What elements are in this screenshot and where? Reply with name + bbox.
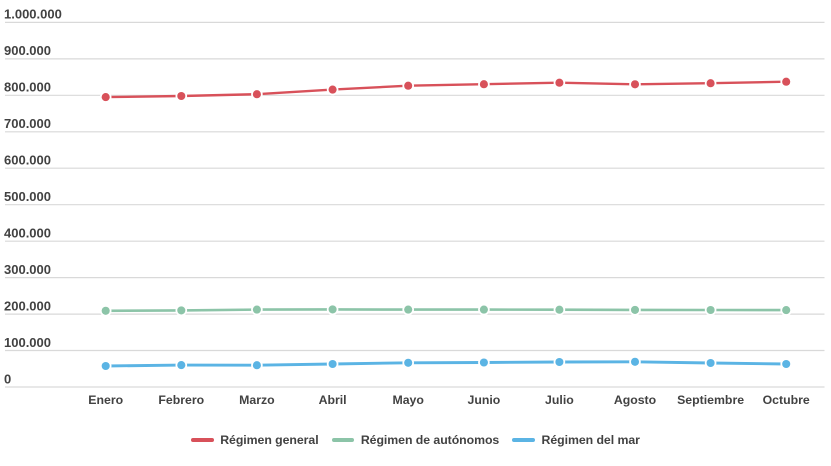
svg-text:Febrero: Febrero [158,393,204,407]
svg-text:700.000: 700.000 [4,116,51,131]
svg-text:Abril: Abril [319,393,347,407]
svg-text:900.000: 900.000 [4,43,51,58]
svg-text:Marzo: Marzo [239,393,275,407]
svg-text:200.000: 200.000 [4,298,51,313]
svg-text:Mayo: Mayo [392,393,424,407]
svg-text:Septiembre: Septiembre [677,393,744,407]
svg-text:Junio: Junio [468,393,501,407]
svg-text:Julio: Julio [545,393,574,407]
svg-text:1.000.000: 1.000.000 [4,7,62,22]
svg-text:500.000: 500.000 [4,189,51,204]
svg-text:300.000: 300.000 [4,262,51,277]
svg-text:Enero: Enero [88,393,123,407]
svg-text:Agosto: Agosto [614,393,657,407]
svg-text:400.000: 400.000 [4,226,51,241]
svg-text:0: 0 [4,371,11,386]
svg-text:Octubre: Octubre [763,393,810,407]
svg-text:100.000: 100.000 [4,335,51,350]
svg-text:800.000: 800.000 [4,80,51,95]
svg-text:600.000: 600.000 [4,153,51,168]
